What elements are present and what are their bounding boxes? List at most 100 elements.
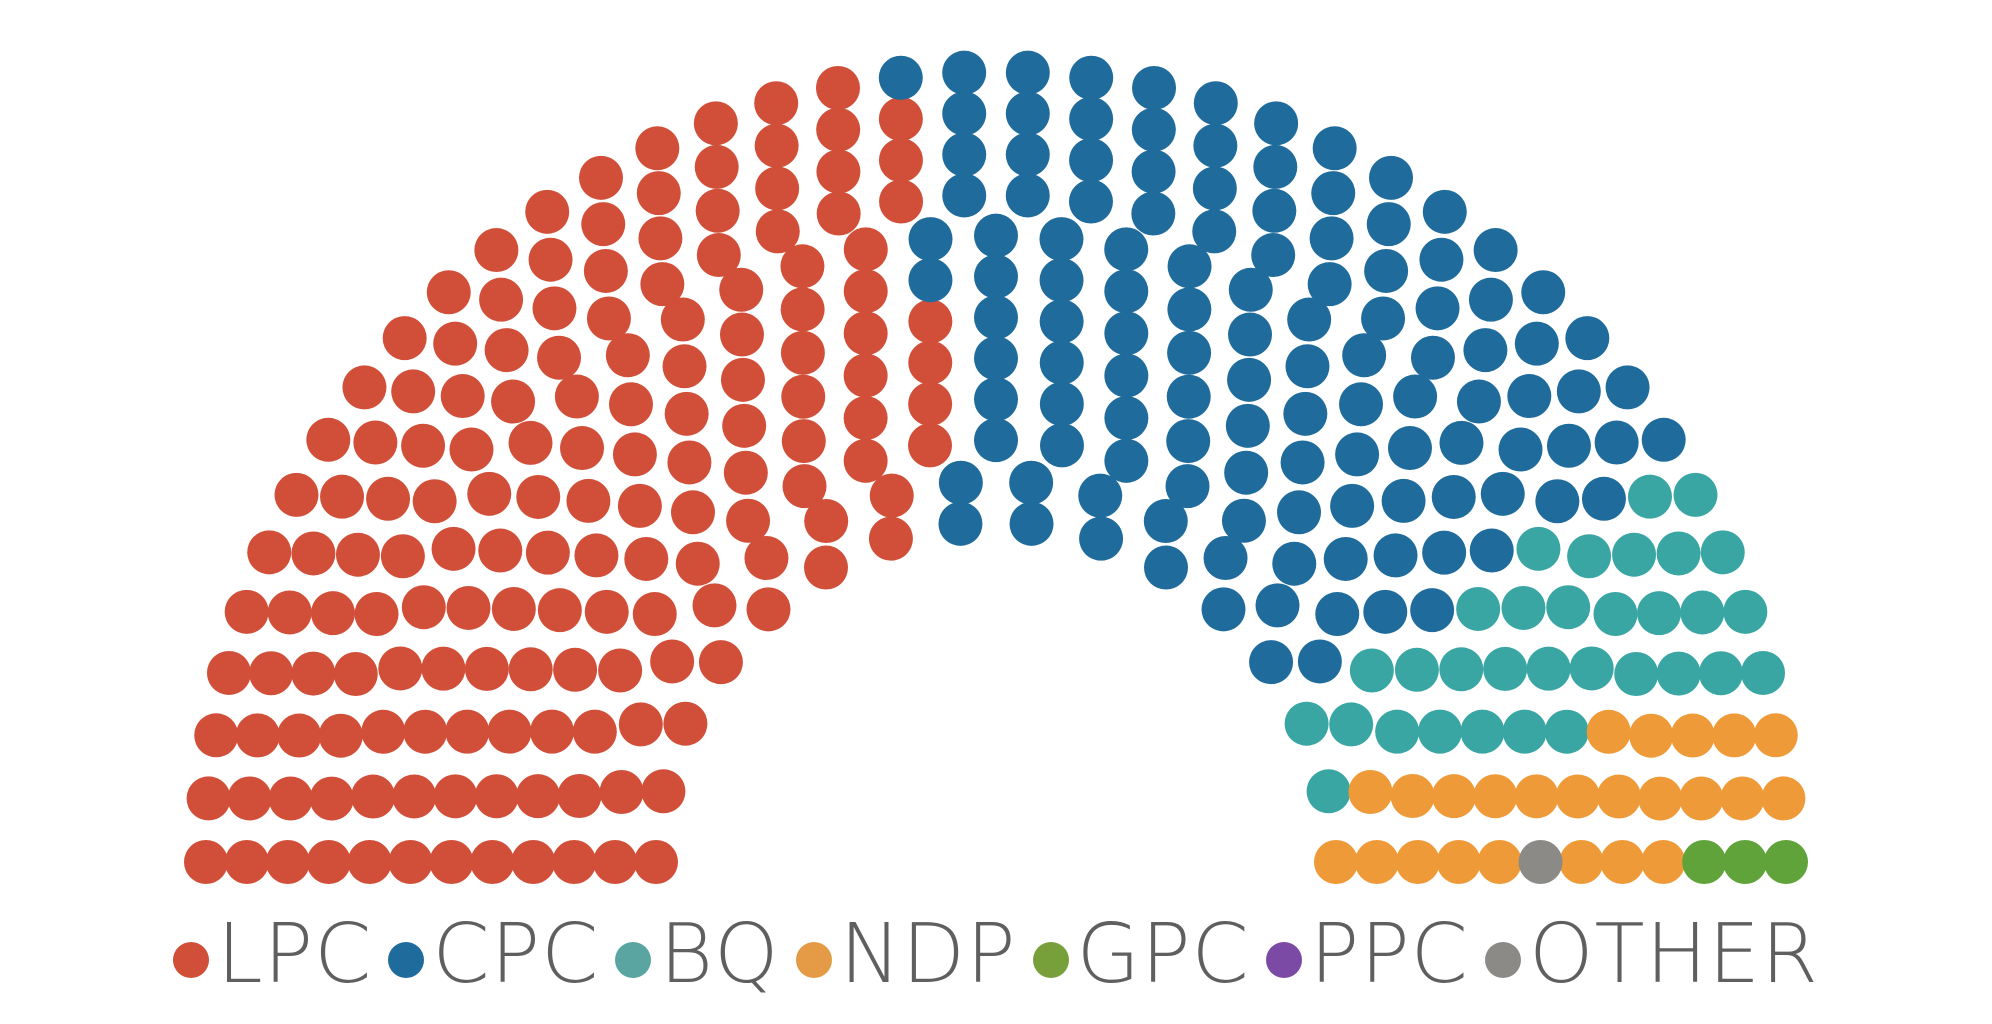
seat-cpc: [1361, 296, 1406, 341]
seat-ndp: [1638, 776, 1683, 821]
seat-lpc: [599, 770, 644, 815]
seat-lpc: [693, 101, 738, 146]
seat-lpc: [491, 379, 536, 424]
seat-bq: [1680, 590, 1725, 635]
seat-bq: [1544, 709, 1589, 754]
seat-lpc: [306, 417, 351, 462]
seat-ndp: [1761, 776, 1806, 821]
seat-lpc: [722, 403, 767, 448]
seat-lpc: [816, 191, 861, 236]
seat-cpc: [1311, 171, 1356, 216]
seat-lpc: [746, 587, 791, 632]
seat-cpc: [1203, 536, 1248, 581]
seat-cpc: [942, 91, 987, 136]
seat-lpc: [508, 420, 553, 465]
seat-cpc: [1131, 107, 1176, 152]
seat-lpc: [306, 840, 351, 884]
seat-lpc: [537, 335, 582, 380]
seat-lpc: [351, 774, 396, 819]
seat-bq: [1329, 702, 1374, 747]
seat-lpc: [484, 328, 529, 373]
seat-lpc: [440, 374, 485, 419]
seat-lpc: [754, 81, 799, 126]
seat-cpc: [1514, 321, 1559, 366]
seat-lpc: [320, 474, 365, 519]
seat-lpc: [227, 776, 272, 821]
seat-lpc: [318, 713, 363, 758]
seat-lpc: [361, 709, 406, 754]
legend-label-other: OTHER: [1528, 907, 1820, 1002]
seat-lpc: [804, 499, 849, 544]
seat-cpc: [1581, 476, 1626, 521]
seat-lpc: [378, 646, 423, 691]
seat-bq: [1502, 709, 1547, 754]
seat-cpc: [974, 213, 1018, 258]
seat-cpc: [1192, 209, 1237, 254]
seat-cpc: [1143, 499, 1188, 544]
seat-ndp: [1712, 713, 1757, 758]
seat-ndp: [1395, 840, 1440, 884]
seat-lpc: [692, 583, 737, 628]
seat-bq: [1284, 701, 1329, 746]
seat-ndp: [1354, 840, 1399, 884]
seat-bq: [1593, 592, 1638, 636]
seat-lpc: [670, 490, 715, 535]
seat-bq: [1516, 526, 1561, 571]
seat-bq: [1569, 646, 1614, 691]
legend-label-cpc: CPC: [432, 907, 600, 1002]
seat-cpc: [1565, 316, 1610, 361]
seat-bq: [1700, 530, 1745, 575]
seat-lpc: [309, 776, 354, 821]
seat-bq: [1723, 589, 1768, 634]
legend-dot-cpc: [388, 942, 425, 978]
seat-lpc: [640, 262, 685, 307]
seat-cpc: [1228, 312, 1273, 357]
seat-cpc: [1280, 440, 1325, 485]
seat-cpc: [1193, 123, 1238, 168]
seat-cpc: [1364, 248, 1409, 293]
seat-lpc: [429, 840, 474, 884]
seat-cpc: [1131, 149, 1176, 194]
seat-lpc: [581, 202, 626, 247]
seat-ndp: [1348, 770, 1393, 815]
seat-cpc: [1335, 432, 1380, 477]
seat-gpc: [1723, 840, 1768, 884]
seat-lpc: [265, 840, 310, 884]
seat-lpc: [554, 374, 599, 419]
seat-gpc: [1764, 840, 1808, 884]
seat-lpc: [650, 639, 695, 684]
seat-cpc: [1252, 188, 1297, 233]
seat-lpc: [528, 237, 573, 282]
seat-lpc: [479, 277, 524, 322]
seat-cpc: [1431, 474, 1476, 519]
seat-cpc: [1104, 311, 1149, 356]
seat-cpc: [1366, 202, 1411, 247]
seat-bq: [1375, 709, 1420, 754]
seat-cpc: [1221, 498, 1266, 543]
seat-bq: [1627, 474, 1672, 519]
seat-cpc: [1594, 420, 1639, 465]
seat-lpc: [291, 531, 336, 576]
seat-lpc: [617, 483, 662, 528]
seat-cpc: [1069, 138, 1114, 183]
seat-cpc: [1285, 344, 1330, 389]
seat-lpc: [235, 713, 280, 758]
seat-cpc: [1473, 228, 1518, 273]
seat-cpc: [1468, 277, 1513, 322]
legend-label-bq: BQ: [659, 907, 780, 1002]
seat-cpc: [1287, 297, 1332, 342]
seat-lpc: [608, 382, 653, 427]
seat-cpc: [1005, 173, 1050, 218]
seat-lpc: [816, 107, 861, 152]
seat-cpc: [974, 377, 1018, 422]
seat-cpc: [1272, 541, 1317, 586]
seat-cpc: [938, 501, 983, 546]
seat-lpc: [515, 774, 560, 819]
seat-lpc: [720, 357, 765, 402]
seat-cpc: [1104, 396, 1149, 441]
seat-cpc: [1381, 478, 1426, 523]
seat-lpc: [426, 270, 471, 315]
seat-lpc: [560, 426, 605, 471]
seat-lpc: [433, 774, 478, 819]
